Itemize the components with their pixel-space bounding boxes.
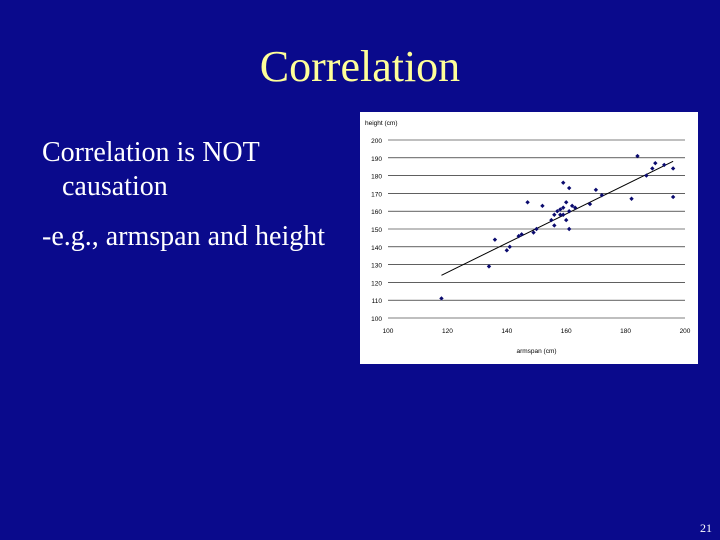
y-tick-label: 150 xyxy=(371,227,382,234)
bullet-item: Correlation is NOT causation xyxy=(42,137,260,202)
y-tick-label: 100 xyxy=(371,316,382,323)
data-point xyxy=(552,223,557,228)
data-point xyxy=(644,173,649,178)
data-point xyxy=(486,264,492,269)
x-axis-label: armspan (cm) xyxy=(516,348,556,355)
data-point xyxy=(561,205,566,210)
data-point xyxy=(558,212,563,217)
data-point xyxy=(564,200,569,205)
data-point xyxy=(558,207,563,212)
y-tick-label: 130 xyxy=(371,263,382,270)
y-tick-label: 140 xyxy=(371,245,382,252)
x-tick-label: 120 xyxy=(442,328,453,335)
x-tick-label: 200 xyxy=(680,328,691,335)
y-tick-label: 180 xyxy=(371,174,382,181)
data-point xyxy=(504,248,509,253)
data-point xyxy=(561,180,566,185)
data-point xyxy=(635,153,640,159)
x-tick-label: 100 xyxy=(383,328,394,335)
data-point xyxy=(566,185,572,191)
data-point xyxy=(552,212,557,217)
trend-line xyxy=(441,160,674,276)
data-point xyxy=(564,217,569,223)
data-point xyxy=(525,200,530,205)
data-point xyxy=(534,226,539,232)
data-point xyxy=(653,160,658,166)
data-point xyxy=(593,187,599,193)
x-tick-label: 180 xyxy=(620,328,631,335)
data-point xyxy=(670,194,676,200)
x-tick-label: 160 xyxy=(561,328,572,335)
y-tick-label: 190 xyxy=(371,156,382,163)
data-point xyxy=(569,203,575,209)
data-point xyxy=(650,166,655,171)
y-tick-label: 170 xyxy=(371,191,382,198)
y-tick-label: 160 xyxy=(371,209,382,216)
data-point xyxy=(540,203,545,209)
chart-canvas: 100 110 120 130 140 150 160 170 180 190 200 100 120 1… xyxy=(365,120,691,355)
bullet-list: Correlation is NOT causation -e.g., arms… xyxy=(42,136,342,270)
data-point xyxy=(629,196,634,201)
scatter-chart: 100 110 120 130 140 150 160 170 180 190 200 100 120 1… xyxy=(360,112,698,364)
slide-title: Correlation xyxy=(259,42,461,91)
data-point xyxy=(566,226,572,232)
y-tick-label: 200 xyxy=(371,138,382,145)
x-tick-label: 140 xyxy=(501,328,512,335)
data-point xyxy=(439,296,444,301)
bullet-item: -e.g., armspan and height xyxy=(42,221,326,252)
data-point xyxy=(670,166,676,171)
data-point xyxy=(572,205,578,210)
y-axis-label: height (cm) xyxy=(365,120,398,127)
data-point xyxy=(507,244,512,249)
slide-number: 21 xyxy=(700,521,712,535)
data-point xyxy=(492,237,498,242)
y-tick-label: 120 xyxy=(371,280,382,287)
y-tick-label: 110 xyxy=(372,298,383,305)
